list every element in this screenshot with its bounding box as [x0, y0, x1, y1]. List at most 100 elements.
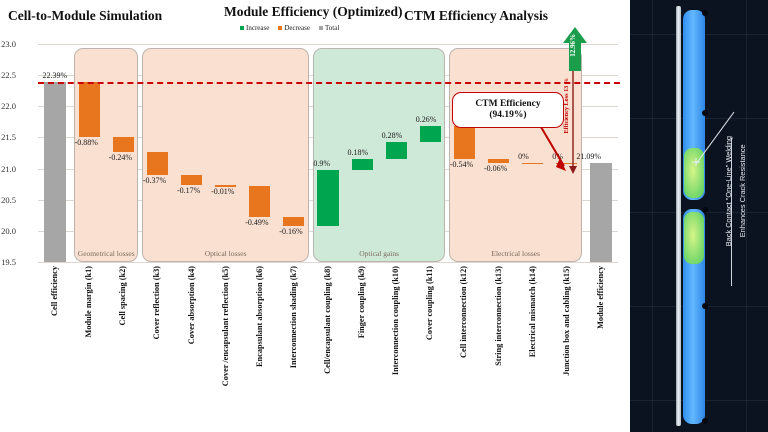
weld-spot-lower	[684, 212, 704, 264]
x-axis-label-7: Encapsulant absorption (k6)	[254, 266, 264, 367]
ctm-efficiency-callout: CTM Efficiency (94.19%)	[452, 92, 564, 128]
bar-value-label: -0.06%	[484, 163, 508, 173]
x-axis-label-10: Finger coupling (k9)	[357, 266, 367, 339]
legend-swatch-icon	[278, 26, 283, 30]
ribbon-notch	[702, 110, 708, 116]
x-axis-label-13: Cell interconnection (k12)	[459, 266, 469, 359]
bar-cover-reflection-k3[interactable]	[146, 151, 168, 175]
group-box-optical-gains: Optical gains	[312, 48, 446, 262]
bar-value-label: -0.49%	[245, 217, 269, 227]
legend-item-decrease: Decrease	[278, 24, 310, 32]
bar-interconnection-shading-k7[interactable]	[283, 216, 305, 227]
bar-value-label: -0.16%	[279, 227, 303, 237]
bar-finger-coupling-k9[interactable]	[351, 159, 373, 171]
bar-value-label: 0.18%	[347, 148, 369, 158]
ctm-callout-line2: (94.19%)	[489, 110, 527, 120]
x-axis-label-12: Cover coupling (k11)	[425, 266, 435, 341]
x-axis-label-16: Junction box and cabling (k15)	[561, 266, 571, 376]
bar-cell-encapsulant-coupling-k8[interactable]	[317, 170, 339, 227]
x-axis-labels: Cell efficiency Module margin (k1) Cell sp…	[38, 266, 618, 432]
bar-value-label: 0.9%	[313, 159, 331, 169]
legend-swatch-icon	[318, 26, 323, 30]
y-axis-tick-label: 23.0	[1, 39, 16, 49]
waterfall-plot: 23.0 22.5 22.0 21.5 21.0 20.5 20.0 19.5 Geometr…	[1, 39, 620, 267]
bar-value-label: -0.24%	[108, 152, 133, 162]
bar-value-label: 22.39%	[42, 70, 68, 80]
ribbon-notch	[702, 303, 708, 309]
bar-string-interconnection-k13[interactable]	[488, 159, 510, 163]
x-axis-label-14: String interconnection (k13)	[493, 266, 503, 366]
group-label: Optical gains	[359, 249, 400, 259]
x-axis-label-4: Cover reflection (k3)	[152, 266, 162, 340]
bar-junction-box-and-cabling-k15[interactable]	[556, 162, 578, 165]
y-axis-tick-label: 19.5	[1, 257, 16, 267]
x-axis-label-2: Module margin (k1)	[84, 266, 94, 338]
photo-leader-line	[692, 111, 735, 166]
x-axis-label-9: Cell/encapsulant coupling (k8)	[323, 266, 332, 374]
bar-cover-encapsulant-reflection-k5[interactable]	[215, 185, 237, 188]
x-axis-label-3: Cell spacing (k2)	[118, 266, 128, 326]
bar-value-label: -0.37%	[142, 175, 167, 185]
x-axis-label-1: Cell efficiency	[50, 266, 60, 316]
bar-value-label: -0.01%	[211, 187, 235, 196]
bar-cell-interconnection-k12[interactable]	[453, 125, 476, 160]
bar-value-label: -0.88%	[74, 137, 98, 147]
y-axis-tick-label: 22.0	[1, 101, 16, 112]
x-axis-label-8: Interconnection shading (k7)	[288, 266, 298, 369]
bar-electrical-mismatch-k14[interactable]	[522, 162, 544, 165]
gain-arrow-label: 12.96%	[569, 34, 577, 57]
gridline	[38, 262, 618, 263]
bar-value-label: 0%	[518, 151, 529, 161]
bar-value-label: 21.09%	[576, 151, 602, 161]
x-axis-label-5: Cover absorption (k4)	[186, 266, 196, 345]
y-axis-tick-label: 21.5	[1, 132, 16, 143]
bar-module-efficiency[interactable]	[590, 162, 612, 262]
gain-up-arrow-icon	[563, 27, 587, 71]
y-axis-tick-label: 21.0	[1, 163, 16, 174]
callout-leader-line	[540, 126, 566, 171]
legend-label: Decrease	[284, 24, 310, 32]
x-axis-label-6: Cover /encapsulant reflection (k5)	[220, 266, 230, 387]
bar-module-margin-k1[interactable]	[78, 81, 100, 137]
x-axis-label-17: Module efficiency	[595, 266, 605, 329]
legend-swatch-icon	[240, 26, 244, 30]
y-axis-tick-label: 22.5	[1, 70, 16, 81]
bar-cover-absorption-k4[interactable]	[180, 174, 203, 186]
group-label: Electrical losses	[491, 249, 540, 259]
photo-caption-line2: Enhances Crack Resistance	[738, 144, 748, 238]
x-axis-label-15: Electrical mismatch (k14)	[527, 266, 537, 358]
bar-cell-efficiency[interactable]	[44, 81, 66, 262]
gridline	[38, 44, 618, 45]
baseline-dashed-line	[38, 81, 620, 84]
ctm-callout-line1: CTM Efficiency	[475, 99, 541, 110]
bar-value-label: -0.17%	[176, 186, 201, 196]
group-label: Geometrical losses	[77, 249, 135, 259]
legend-item-increase: Increase	[240, 24, 269, 32]
ribbon-notch	[702, 418, 708, 424]
bar-cover-coupling-k11[interactable]	[419, 125, 441, 142]
chart-legend: Increase Decrease Total	[240, 24, 339, 32]
ribbon-notch	[702, 207, 708, 213]
ribbon-notch	[702, 10, 708, 16]
photo-grid-line	[652, 0, 653, 432]
photo-caption-line1: Back Contact "One-Line" Welding	[724, 136, 733, 247]
photo-caption: Back Contact "One-Line" Welding Enhances…	[722, 136, 750, 246]
bar-encapsulant-absorption-k6[interactable]	[249, 186, 271, 217]
legend-item-total: Total	[318, 24, 340, 32]
chart-title: Module Efficiency (Optimized)	[224, 4, 403, 19]
ctm-chart-panel: Cell-to-Module Simulation Module Efficie…	[1, 4, 620, 432]
legend-label: Total	[324, 24, 340, 32]
y-axis-tick-label: 20.5	[1, 194, 16, 205]
x-axis-label-11: Interconnection coupling (k10)	[391, 266, 401, 376]
photo-grid-line	[746, 0, 747, 432]
group-label: Optical losses	[204, 249, 247, 259]
page-title-left: Cell-to-Module Simulation	[8, 8, 163, 23]
product-photo-panel: Back Contact "One-Line" Welding Enhances…	[630, 0, 768, 432]
bar-value-label: 0.26%	[415, 114, 437, 124]
bar-cell-spacing-k2[interactable]	[112, 136, 134, 152]
busbar-wire	[676, 6, 681, 426]
bar-interconnection-coupling-k10[interactable]	[385, 141, 407, 160]
efficiency-loss-label: Efficiency Loss 13 %	[563, 78, 570, 134]
bar-value-label: 0.28%	[381, 130, 403, 140]
